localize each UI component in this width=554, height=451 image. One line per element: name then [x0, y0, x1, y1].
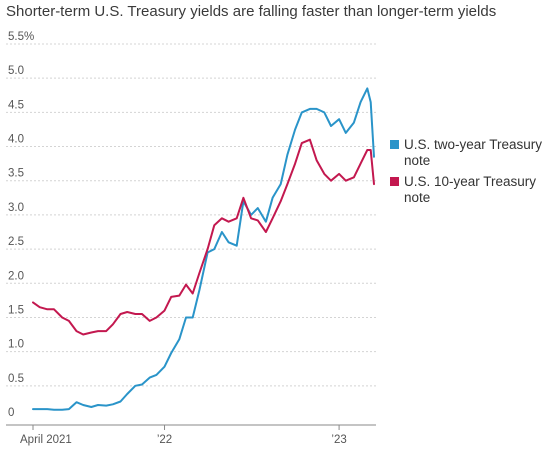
legend-label-ten-year: U.S. 10-year Treasury note — [404, 174, 537, 205]
legend-item-two-year: U.S. two-year Treasury note — [390, 137, 554, 169]
y-tick-label: 4.5 — [8, 99, 24, 111]
y-tick-label: 2.5 — [8, 236, 24, 248]
series-line-ten-year — [32, 138, 375, 336]
legend-item-ten-year: U.S. 10-year Treasury note — [390, 174, 554, 206]
y-tick-label: 3.0 — [8, 202, 24, 214]
gridlines — [6, 43, 376, 387]
x-tick-label: April 2021 — [20, 434, 72, 446]
y-tick-label: 0 — [8, 407, 14, 419]
y-tick-label: 5.5% — [8, 31, 34, 43]
legend-label-two-year: U.S. two-year Treasury note — [404, 137, 543, 168]
series-lines — [32, 87, 375, 411]
chart-title: Shorter-term U.S. Treasury yields are fa… — [6, 3, 497, 20]
y-tick-label: 4.0 — [8, 134, 24, 146]
y-tick-label: 1.5 — [8, 304, 24, 316]
x-tick-label: ’22 — [157, 434, 172, 446]
x-tick-label: ’23 — [331, 434, 346, 446]
y-axis-tick-labels: 5.5% 5.0 4.5 4.0 3.5 3.0 2.5 2.0 1.5 1.0 0.5 0 — [8, 31, 34, 419]
x-axis-tick-labels: April 2021 ’22 ’23 — [20, 425, 347, 446]
y-tick-label: 1.0 — [8, 339, 24, 351]
y-tick-label: 2.0 — [8, 270, 24, 282]
series-line-two-year — [32, 87, 375, 411]
legend-swatch-ten-year — [390, 177, 399, 186]
y-tick-label: 0.5 — [8, 373, 24, 385]
y-tick-label: 3.5 — [8, 168, 24, 180]
y-tick-label: 5.0 — [8, 65, 24, 77]
legend-swatch-two-year — [390, 140, 399, 149]
